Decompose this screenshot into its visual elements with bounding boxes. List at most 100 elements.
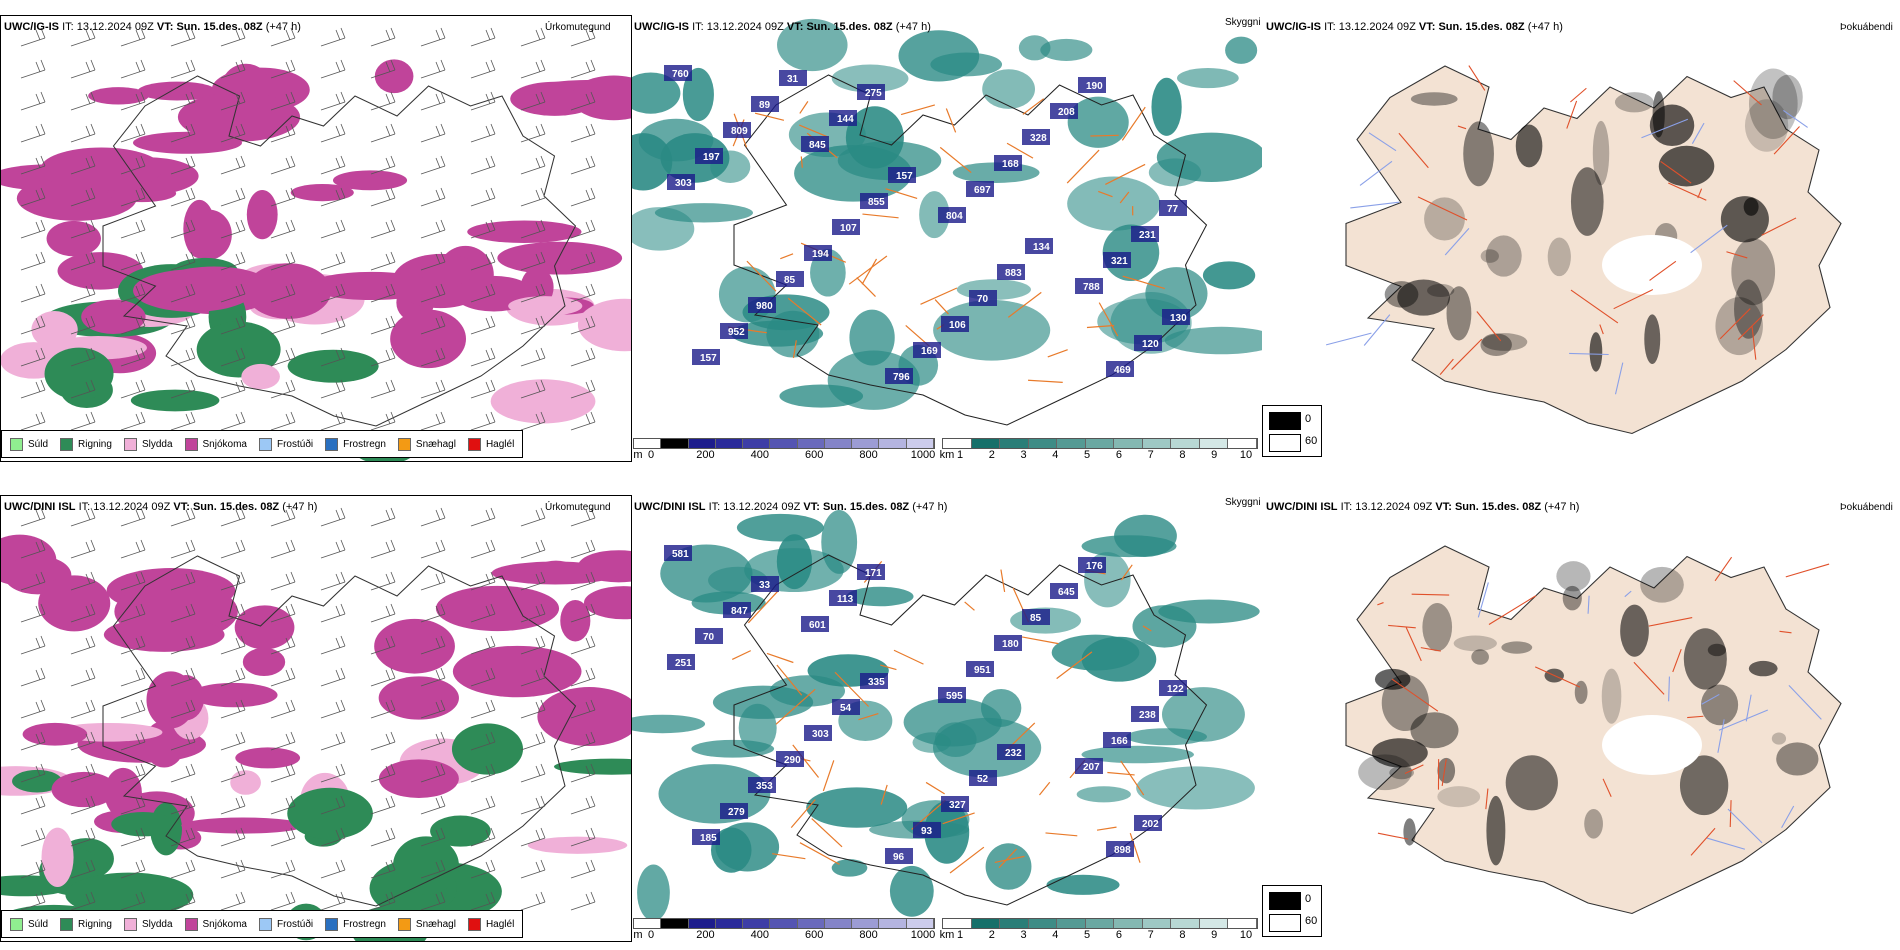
wind-barb bbox=[20, 251, 46, 271]
legend-label: Rigning bbox=[78, 918, 112, 930]
legend-item: Rigning bbox=[60, 437, 112, 451]
wind-barb bbox=[370, 891, 396, 911]
colorbar-tick: 10 bbox=[1239, 449, 1253, 461]
colorbar-step bbox=[688, 919, 716, 928]
snow-area bbox=[308, 271, 435, 301]
valid-time: Sun. 15.des. 08Z bbox=[1454, 501, 1542, 513]
road bbox=[1027, 379, 1063, 383]
snow-area bbox=[22, 722, 88, 746]
low-cloud-area bbox=[994, 635, 1022, 651]
low-cloud-area bbox=[860, 193, 888, 209]
low-cloud-area bbox=[751, 96, 779, 112]
wind-barb bbox=[270, 571, 296, 591]
wind-barb bbox=[570, 283, 596, 303]
wind-barb bbox=[220, 379, 246, 399]
wind-barb bbox=[120, 507, 146, 527]
wind-barb bbox=[570, 219, 596, 239]
legend-item: Slydda bbox=[123, 917, 173, 931]
wind-barb bbox=[420, 27, 446, 47]
colorbar-step bbox=[1000, 919, 1029, 928]
snow-area bbox=[242, 647, 286, 677]
wind-barb bbox=[20, 731, 46, 751]
sleet-area bbox=[508, 296, 583, 316]
wind-barb bbox=[520, 539, 546, 559]
low-visibility-area bbox=[682, 67, 714, 122]
road bbox=[1485, 788, 1489, 810]
cloud-base-label: 134 bbox=[1033, 242, 1050, 253]
fog-index-map[interactable] bbox=[1262, 15, 1900, 460]
snow-area bbox=[51, 771, 117, 808]
snow-area bbox=[374, 618, 455, 674]
road bbox=[1122, 275, 1165, 290]
precip-title: Úrkomutegund bbox=[545, 22, 611, 33]
low-visibility-area bbox=[715, 822, 780, 872]
colorbar-tick: 8 bbox=[1179, 929, 1186, 941]
colorbar-step bbox=[1228, 919, 1258, 928]
river bbox=[1624, 590, 1632, 598]
snow-area bbox=[374, 59, 414, 94]
road bbox=[792, 744, 820, 778]
cloud-base-label: 804 bbox=[946, 211, 963, 222]
coastline bbox=[102, 555, 577, 907]
legend-label: Snæhagl bbox=[415, 918, 456, 930]
visibility-cloudbase-map[interactable]: 581 601 595 207 185 113 951 166 279 171 180 238 353 9… bbox=[632, 495, 1262, 940]
precip-type-map[interactable] bbox=[0, 495, 632, 942]
river bbox=[1727, 808, 1763, 844]
wind-barb bbox=[470, 59, 496, 79]
model-name: UWC/IG-IS bbox=[634, 21, 689, 33]
cloud-base-label: 70 bbox=[703, 632, 715, 643]
legend-label: Frostregn bbox=[343, 918, 386, 930]
low-cloud-area bbox=[667, 654, 695, 670]
low-cloud-area bbox=[692, 349, 720, 365]
wind-barb bbox=[370, 187, 396, 207]
low-cloud-area bbox=[1103, 252, 1131, 268]
cloud-base-label: 194 bbox=[812, 249, 829, 260]
wind-barb bbox=[420, 891, 446, 911]
wind-barb bbox=[570, 347, 596, 367]
wind-barb bbox=[520, 763, 546, 783]
wind-barb bbox=[470, 635, 496, 655]
low-visibility-area bbox=[827, 350, 920, 410]
fog-area bbox=[1424, 197, 1465, 241]
fog-area bbox=[1453, 635, 1497, 652]
colorbar-step bbox=[715, 439, 744, 448]
low-visibility-area bbox=[1125, 728, 1207, 746]
fog-area bbox=[1562, 585, 1582, 611]
lead-time: (+47 h) bbox=[265, 21, 301, 33]
wind-barb bbox=[370, 411, 396, 431]
valid-time-label: VT: bbox=[786, 21, 804, 33]
wind-barb bbox=[70, 27, 96, 47]
rain-area bbox=[196, 321, 281, 378]
road bbox=[945, 108, 957, 133]
wind-barb bbox=[320, 379, 346, 399]
issue-time: 13.12.2024 09Z bbox=[1355, 501, 1433, 513]
low-visibility-area bbox=[912, 732, 951, 753]
wind-barb bbox=[220, 667, 246, 687]
wind-barb bbox=[320, 347, 346, 367]
precip-type-map[interactable] bbox=[0, 15, 632, 462]
visibility-cloudbase-map[interactable]: 760 845 804 788 157 144 697 321 952 275 168 231 980 7… bbox=[632, 15, 1262, 460]
legend-label: Frostúði bbox=[276, 438, 314, 450]
fog-area bbox=[1584, 808, 1603, 839]
wind-barb bbox=[420, 315, 446, 335]
wind-barb bbox=[520, 507, 546, 527]
wind-barb bbox=[320, 667, 346, 687]
wind-barb bbox=[70, 219, 96, 239]
wind-barb bbox=[520, 187, 546, 207]
river bbox=[1363, 314, 1391, 346]
wind-barb bbox=[270, 635, 296, 655]
road bbox=[1773, 126, 1800, 155]
snow-area bbox=[167, 675, 205, 721]
low-visibility-area bbox=[632, 714, 706, 734]
wind-barb bbox=[270, 859, 296, 879]
fog-area bbox=[1556, 561, 1591, 592]
wind-barb bbox=[420, 571, 446, 591]
low-cloud-area bbox=[801, 616, 829, 632]
legend-item: Frostúði bbox=[258, 437, 314, 451]
fog-index-map[interactable] bbox=[1262, 495, 1900, 940]
valid-time-label: VT: bbox=[803, 501, 820, 513]
cloud-base-label: 290 bbox=[784, 755, 801, 766]
wind-barb bbox=[520, 219, 546, 239]
low-cloud-area bbox=[885, 368, 913, 384]
cloud-base-label: 231 bbox=[1139, 230, 1156, 241]
